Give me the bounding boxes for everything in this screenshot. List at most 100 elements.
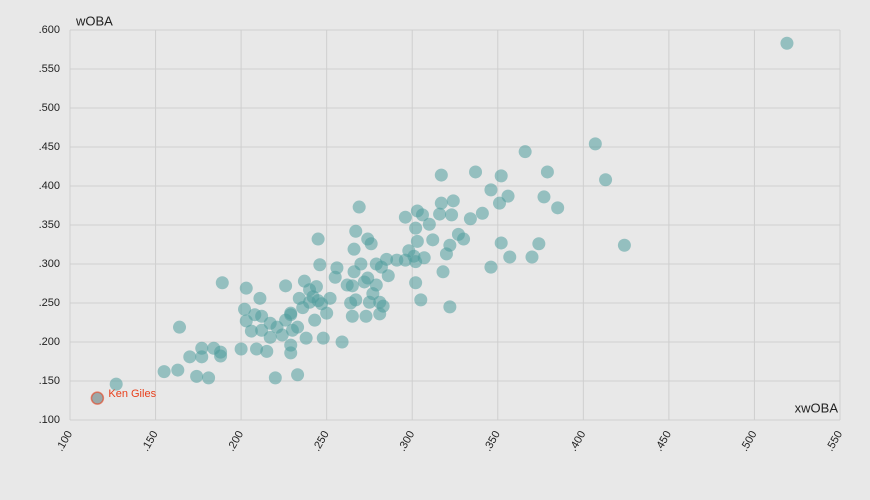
point [443,300,457,314]
point [410,234,424,248]
point [415,208,429,222]
point [330,261,344,275]
point [215,276,229,290]
point [284,308,298,322]
point [171,363,185,377]
point [268,371,282,385]
point [316,331,330,345]
point [345,309,359,323]
y-tick-label: .550 [39,63,60,75]
point [279,279,293,293]
point [308,313,322,327]
point [214,349,228,363]
point [433,207,447,221]
point [369,278,383,292]
point [255,323,269,337]
y-axis-label: wOBA [75,13,113,28]
x-axis-label: xwOBA [795,400,839,415]
point [109,377,123,391]
point [359,309,373,323]
point [484,260,498,274]
point [617,238,631,252]
point [335,335,349,349]
point [376,299,390,313]
point [780,36,794,50]
y-tick-label: .400 [39,180,60,192]
point [426,233,440,247]
point [409,276,423,290]
point [320,306,334,320]
point [588,137,602,151]
point [492,196,506,210]
point [434,168,448,182]
point [183,350,197,364]
point [518,145,532,159]
point [311,232,325,246]
point [250,342,264,356]
point [284,346,298,360]
point [551,201,565,215]
point [398,210,412,224]
point [255,309,269,323]
point [436,265,450,279]
point [457,232,471,246]
point [354,257,368,271]
point [501,189,515,203]
point [364,237,378,251]
point [537,190,551,204]
y-tick-label: .300 [39,258,60,270]
point [434,196,448,210]
point [380,252,394,266]
point [361,271,375,285]
point [463,212,477,226]
point [347,242,361,256]
point [239,281,253,295]
point [494,236,508,250]
point [525,250,539,264]
point [345,279,359,293]
point [202,371,216,385]
point [157,365,171,379]
y-tick-label: .100 [39,414,60,426]
point [414,293,428,307]
y-tick-label: .200 [39,336,60,348]
point [349,224,363,238]
y-tick-label: .450 [39,141,60,153]
point [234,342,248,356]
point [291,320,305,334]
point [494,169,508,183]
point [532,237,546,251]
point [195,350,209,364]
point [291,368,305,382]
point [409,221,423,235]
point [238,302,252,316]
point [599,173,613,187]
point [352,200,366,214]
point [503,250,517,264]
point [323,291,337,305]
point [417,251,431,265]
point [173,320,187,334]
point [422,217,436,231]
point [263,330,277,344]
point [349,293,363,307]
point [446,194,460,208]
y-tick-label: .150 [39,375,60,387]
highlight-point [90,391,105,405]
point [443,238,457,252]
point [381,269,395,283]
annotation: Ken Giles [108,388,156,400]
point [190,369,204,383]
point [275,328,289,342]
y-tick-label: .350 [39,219,60,231]
point [469,165,483,179]
point [475,206,489,220]
point [445,208,459,222]
point [309,280,323,294]
y-tick-label: .250 [39,297,60,309]
y-tick-label: .600 [39,24,60,36]
point [244,324,258,338]
point [484,183,498,197]
